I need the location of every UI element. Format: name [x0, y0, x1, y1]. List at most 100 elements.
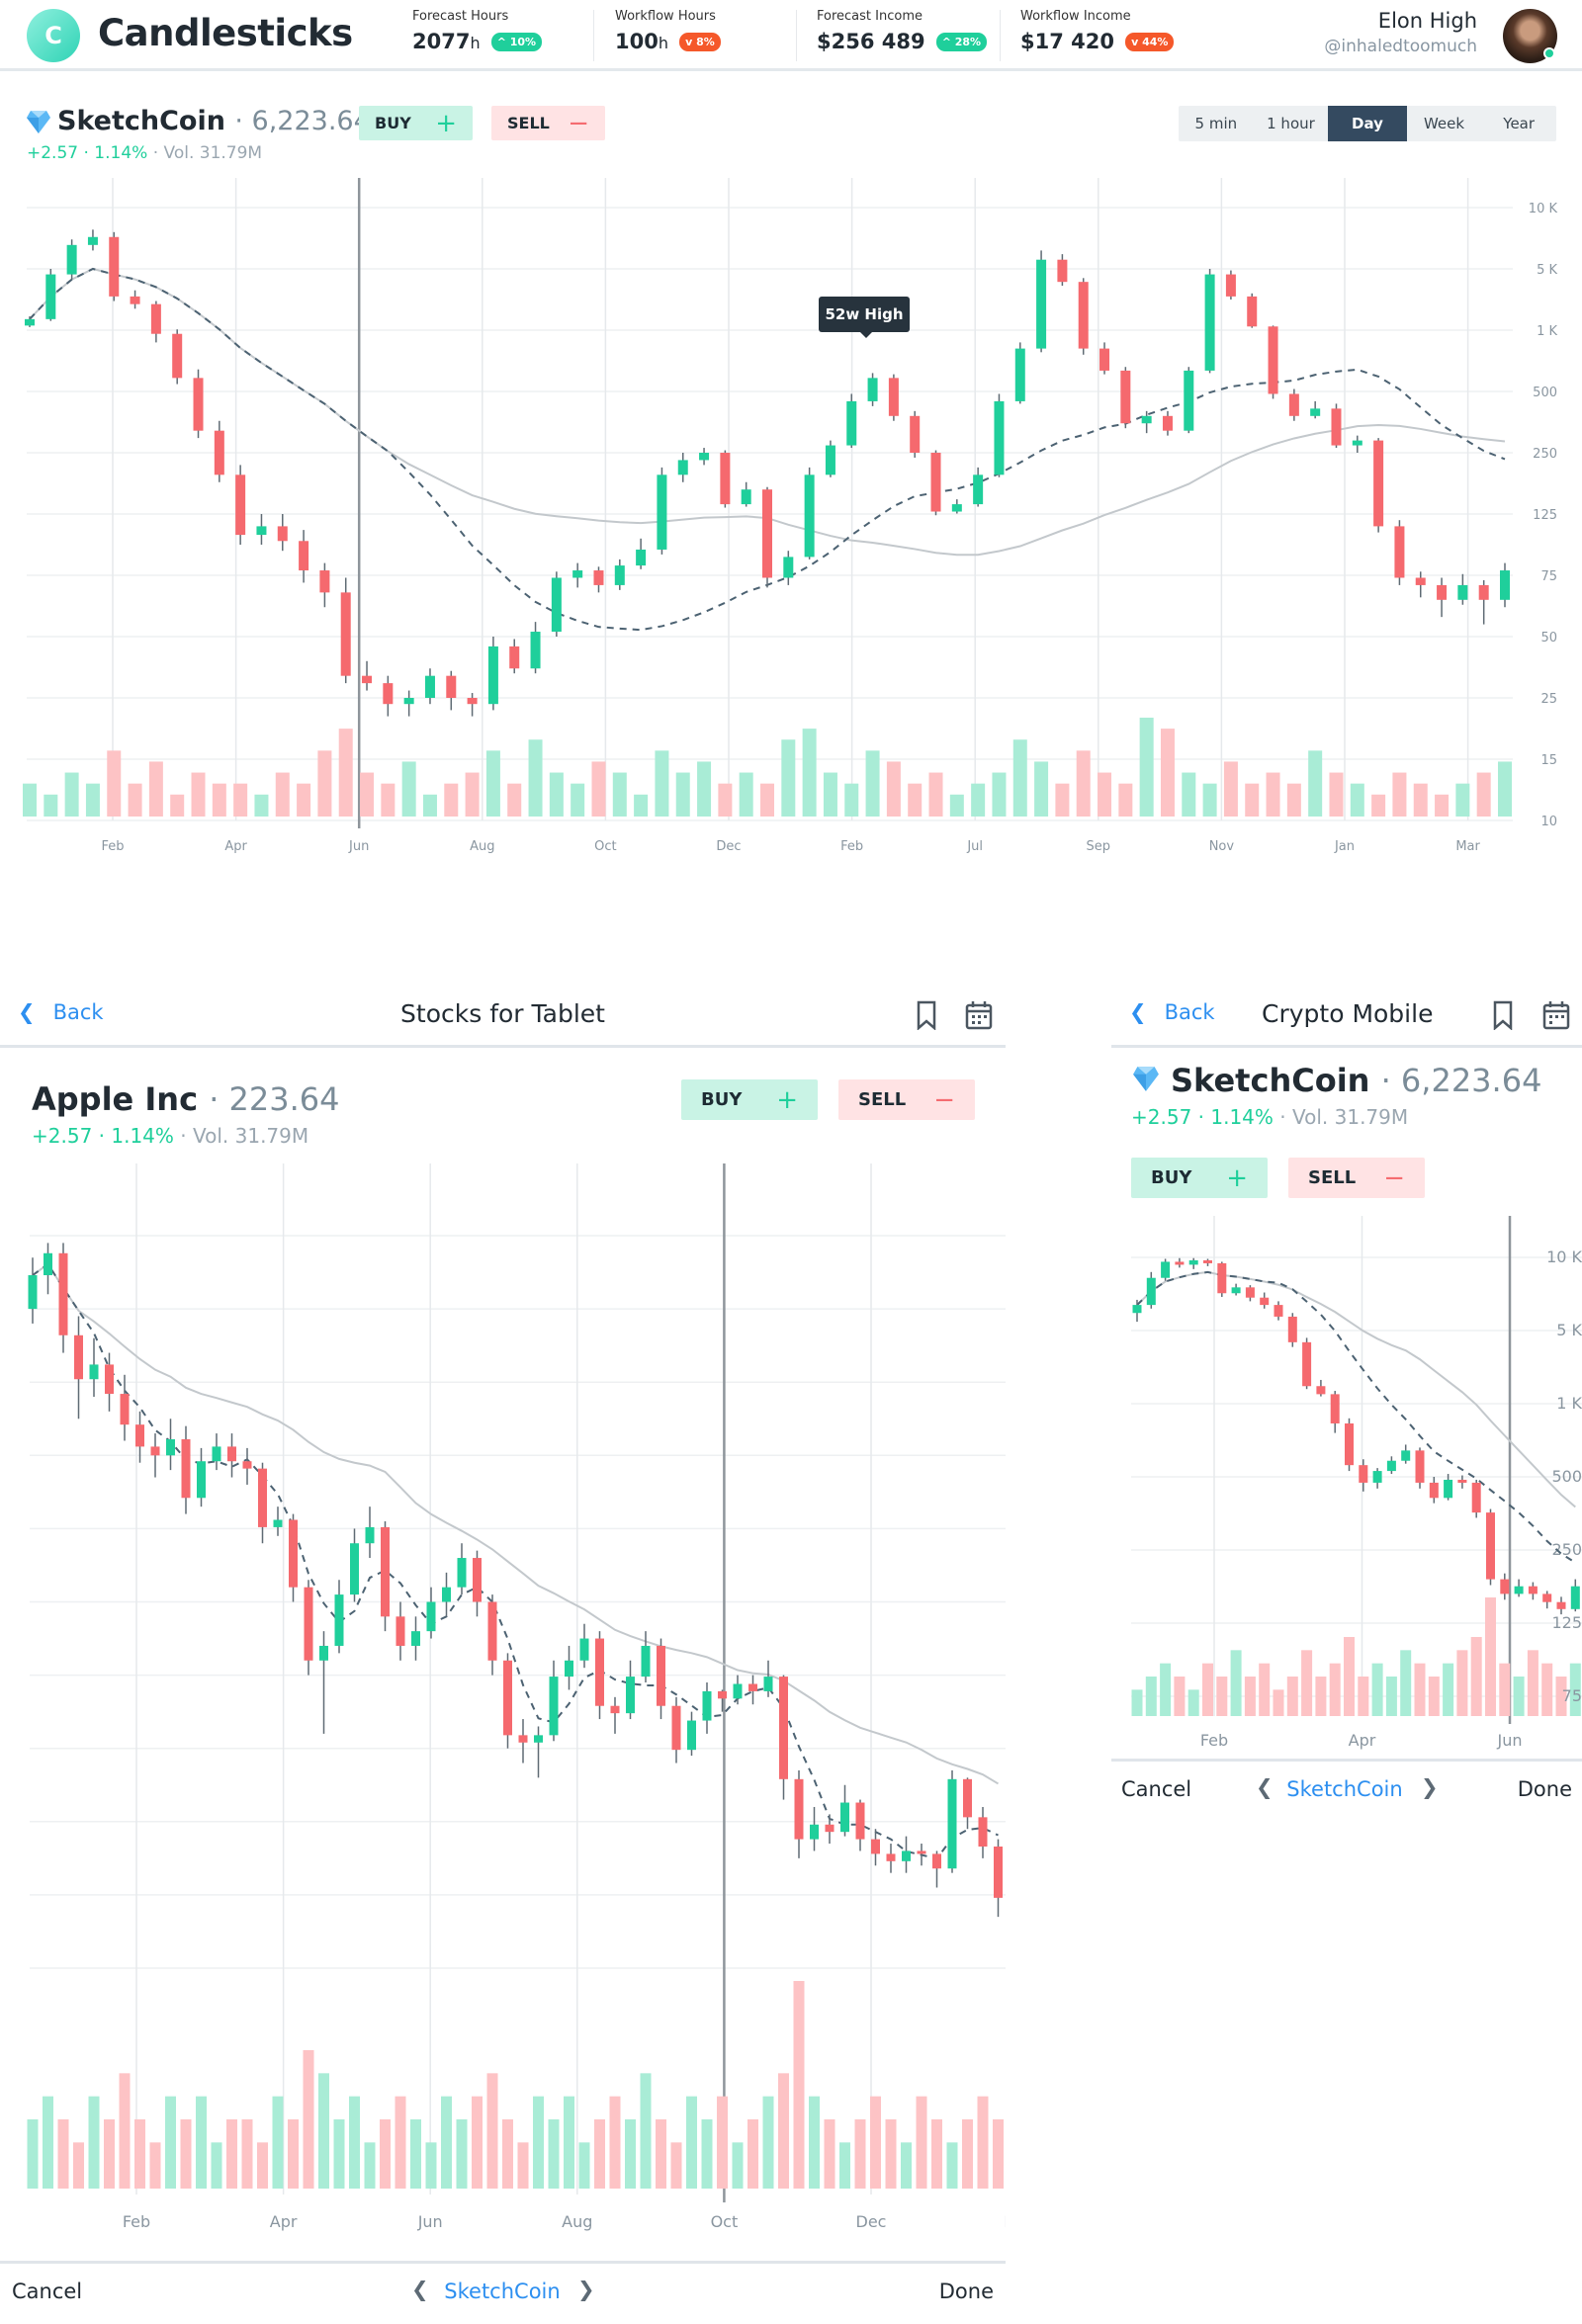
volume-bar	[257, 2142, 268, 2189]
candle-down	[1225, 274, 1236, 297]
plus-icon: +	[435, 108, 457, 138]
x-tick-label: Sep	[1087, 839, 1111, 854]
volume-bar	[717, 2096, 728, 2189]
calendar-icon[interactable]	[965, 1000, 993, 1030]
candle-up	[87, 236, 98, 245]
divider	[796, 10, 797, 61]
divider	[1111, 1045, 1582, 1048]
price-change: +2.57 · 1.14%	[27, 143, 148, 163]
candle-down	[135, 1424, 144, 1447]
volume-bar	[1076, 750, 1091, 817]
chevron-right-icon[interactable]: ❯	[1421, 1775, 1439, 1799]
chevron-left-icon: ❮	[1129, 1000, 1147, 1024]
bookmark-icon[interactable]	[1492, 1000, 1514, 1030]
y-tick-label: 250	[1551, 1540, 1582, 1559]
volume-bar	[1555, 1677, 1567, 1716]
candle-up	[804, 474, 815, 558]
timeframe-year[interactable]: Year	[1503, 115, 1536, 132]
mobile-back-button[interactable]: ❮ Back	[1129, 1000, 1215, 1024]
volume-bar	[928, 772, 943, 817]
volume-bar	[401, 761, 416, 817]
candle-up	[687, 1720, 696, 1751]
volume-bar	[43, 2096, 53, 2189]
stat-label: Forecast Income	[817, 9, 923, 24]
volume-bar	[1202, 783, 1217, 817]
volume-bar	[625, 2119, 636, 2189]
candle-up	[763, 1677, 773, 1691]
candle-up	[1204, 274, 1215, 371]
y-tick-label: 75	[1540, 569, 1557, 584]
candle-down	[978, 1817, 988, 1847]
symbol-name: Apple Inc	[32, 1080, 199, 1118]
stat-workflow-hours: Workflow Hours 100h v 8%	[615, 9, 721, 53]
price-change: +2.57 · 1.14%	[32, 1124, 174, 1148]
volume-bar	[211, 2142, 222, 2189]
tablet-buy-button[interactable]: BUY +	[681, 1079, 818, 1120]
mobile-cancel-button[interactable]: Cancel	[1121, 1777, 1192, 1801]
bookmark-icon[interactable]	[916, 1000, 937, 1030]
volume-bar	[908, 783, 923, 817]
candle-down	[340, 592, 351, 676]
x-tick-label: Apr	[270, 2212, 298, 2231]
volume-bar	[23, 783, 37, 817]
volume-bar	[865, 750, 880, 817]
calendar-icon[interactable]	[1542, 1000, 1570, 1030]
sell-button[interactable]: SELL −	[491, 106, 605, 140]
candle-up	[1401, 1450, 1411, 1461]
volume-bar	[456, 2119, 468, 2189]
tablet-cancel-button[interactable]: Cancel	[12, 2280, 83, 2303]
tablet-candlestick-chart[interactable]: Feb Apr Jun Aug Oct Dec Feb	[0, 1157, 1006, 2244]
mobile-symbol-switcher[interactable]: SketchCoin	[1286, 1777, 1403, 1801]
timeframe-day[interactable]: Day	[1328, 106, 1407, 141]
candle-down	[718, 1690, 727, 1699]
chevron-right-icon[interactable]: ❯	[577, 2278, 595, 2301]
volume-bar	[333, 2119, 345, 2189]
candle-up	[89, 1364, 99, 1380]
candle-down	[1429, 1482, 1439, 1499]
candle-up	[1141, 415, 1152, 424]
volume-bar	[349, 2096, 360, 2189]
candle-down	[595, 1638, 604, 1706]
candle-up	[45, 274, 56, 319]
candle-up	[365, 1526, 375, 1544]
candle-down	[1120, 370, 1131, 424]
candle-up	[551, 577, 562, 633]
volume-bar	[778, 2073, 789, 2189]
timeframe-week[interactable]: Week	[1423, 115, 1465, 132]
candle-down	[963, 1778, 972, 1818]
tablet-done-button[interactable]: Done	[938, 2280, 994, 2303]
mobile-candlestick-chart[interactable]: Feb Apr Jun 10 K 5 K 1 K 500 250 125 75	[1111, 1216, 1582, 1758]
chevron-left-icon[interactable]: ❮	[411, 2278, 429, 2301]
mobile-sell-button[interactable]: SELL −	[1288, 1158, 1425, 1198]
volume-bar	[1012, 739, 1027, 817]
volume-bar	[718, 783, 733, 817]
y-tick-label: 10 K	[1546, 1248, 1582, 1266]
x-tick-label: Feb	[1200, 1731, 1228, 1750]
timeframe-5min[interactable]: 5 min	[1194, 115, 1238, 132]
volume-bar	[104, 2119, 115, 2189]
tablet-back-button[interactable]: ❮ Back	[18, 1000, 104, 1024]
volume-bar	[823, 772, 837, 817]
candle-down	[289, 1519, 298, 1588]
mobile-done-button[interactable]: Done	[1517, 1777, 1572, 1801]
tablet-symbol-switcher[interactable]: SketchCoin	[444, 2280, 561, 2303]
y-tick-label: 15	[1540, 753, 1557, 768]
volume-bar	[472, 2096, 483, 2189]
volume-bar	[686, 2096, 697, 2189]
candle-down	[1471, 1482, 1481, 1513]
y-tick-label: 75	[1562, 1686, 1582, 1705]
volume-bar	[993, 2119, 1004, 2189]
timeframe-1hour[interactable]: 1 hour	[1267, 115, 1315, 132]
candle-up	[699, 453, 710, 461]
price-change-line: +2.57 · 1.14% · Vol. 31.79M	[27, 143, 262, 163]
candle-down	[396, 1616, 405, 1646]
desktop-candlestick-chart[interactable]: Feb Apr Jun Aug Oct Dec Feb Jul Sep Nov Jan Mar 10 K…	[0, 168, 1582, 880]
candle-down	[1217, 1262, 1227, 1294]
volume-bar	[1344, 1637, 1355, 1716]
buy-label: BUY	[375, 114, 411, 132]
mobile-buy-button[interactable]: BUY +	[1131, 1158, 1268, 1198]
chevron-left-icon[interactable]: ❮	[1256, 1775, 1274, 1799]
buy-button[interactable]: BUY +	[359, 106, 473, 140]
tablet-sell-button[interactable]: SELL −	[838, 1079, 975, 1120]
stat-number: 100	[615, 30, 659, 53]
